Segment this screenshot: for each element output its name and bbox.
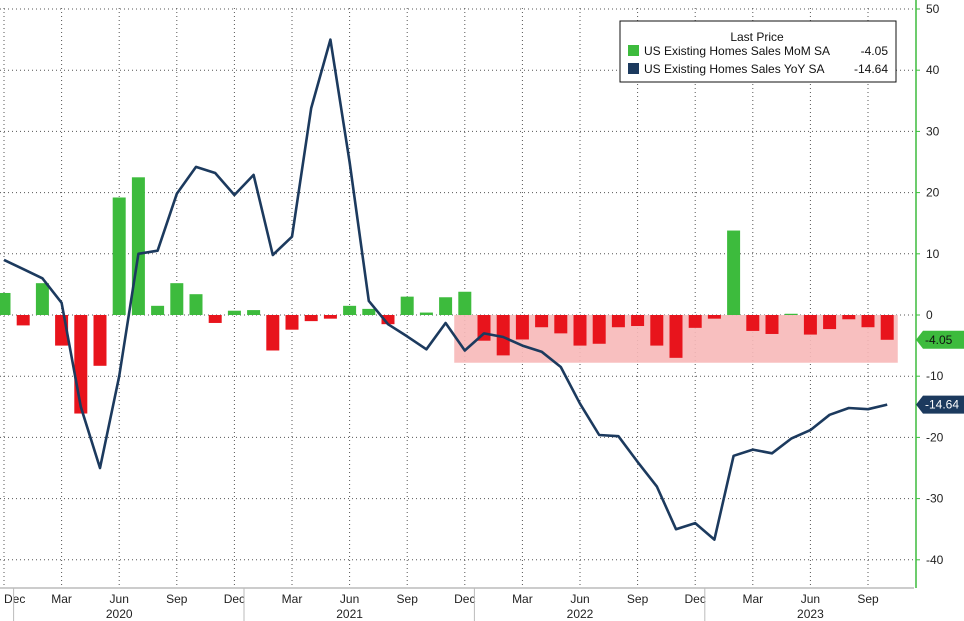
x-tick-label: Dec <box>224 592 245 606</box>
y-tick-label: 40 <box>926 63 940 77</box>
x-tick-label: Mar <box>282 592 303 606</box>
mom-bar <box>208 315 222 323</box>
mom-bar <box>535 315 549 328</box>
legend-swatch-mom <box>628 45 639 56</box>
legend-title: Last Price <box>730 30 784 44</box>
mom-bar <box>631 315 645 327</box>
legend-value-mom: -4.05 <box>861 44 889 58</box>
mom-bar <box>842 315 856 320</box>
y-tick-label: -20 <box>926 430 944 444</box>
y-tick-label: 20 <box>926 186 940 200</box>
mom-bar <box>131 177 145 315</box>
y-tick-label: 10 <box>926 247 940 261</box>
y-tick-label: -40 <box>926 553 944 567</box>
year-label: 2023 <box>797 607 824 621</box>
x-tick-label: Jun <box>801 592 820 606</box>
mom-bar <box>74 315 88 414</box>
mom-bar <box>515 315 529 340</box>
mom-bar <box>823 315 837 330</box>
y-tick-label: 0 <box>926 308 933 322</box>
mom-bar <box>573 315 587 346</box>
x-tick-label: Mar <box>51 592 72 606</box>
last-value-tags: -4.05 -14.64 <box>916 330 964 414</box>
last-value-tag-yoy-text: -14.64 <box>925 398 959 412</box>
x-tick-label: Dec <box>685 592 706 606</box>
mom-bar <box>458 291 472 315</box>
mom-bar <box>170 283 184 315</box>
mom-bar <box>727 230 741 315</box>
x-tick-label: Sep <box>397 592 419 606</box>
year-label: 2021 <box>336 607 363 621</box>
legend-value-yoy: -14.64 <box>854 62 888 76</box>
mom-bar <box>151 305 165 315</box>
mom-bar <box>880 315 894 340</box>
mom-bar <box>611 315 625 328</box>
last-value-tag-yoy-shape <box>916 395 964 414</box>
x-tick-label: Sep <box>166 592 188 606</box>
last-value-tag-mom: -4.05 <box>916 330 964 349</box>
mom-bar <box>803 315 817 335</box>
x-tick-label: Dec <box>4 592 25 606</box>
mom-bar <box>707 315 721 319</box>
legend-label-mom: US Existing Homes Sales MoM SA <box>644 44 830 58</box>
y-tick-label: -10 <box>926 369 944 383</box>
mom-bar <box>688 315 702 328</box>
mom-bar <box>112 197 126 315</box>
mom-bar <box>746 315 760 331</box>
mom-bar <box>0 292 11 315</box>
yoy-line <box>3 38 888 541</box>
mom-bars <box>0 177 894 414</box>
mom-bar <box>16 315 30 326</box>
mom-bar <box>285 315 299 330</box>
mom-bar <box>784 313 798 315</box>
legend-swatch-yoy <box>628 63 639 74</box>
mom-bar <box>439 297 453 315</box>
y-tick-label: 50 <box>926 2 940 16</box>
legend: Last Price US Existing Homes Sales MoM S… <box>619 20 897 83</box>
mom-bar <box>304 315 318 322</box>
year-label: 2020 <box>106 607 133 621</box>
grid <box>0 8 914 588</box>
mom-bar <box>381 315 395 325</box>
last-value-tag-mom-shape <box>916 330 964 349</box>
x-tick-label: Jun <box>110 592 129 606</box>
x-tick-label: Jun <box>340 592 359 606</box>
x-tick-label: Dec <box>454 592 475 606</box>
mom-bar <box>419 312 433 315</box>
mom-bar <box>247 310 261 315</box>
x-tick-label: Mar <box>512 592 533 606</box>
y-tick-label: 30 <box>926 124 940 138</box>
yoy-line-layer <box>3 38 888 541</box>
mom-bar <box>93 315 107 366</box>
x-axis: Dec Mar Jun Sep Dec Mar Jun Sep Dec Mar Jun Sep Dec M… <box>0 587 914 621</box>
x-tick-label: Sep <box>627 592 649 606</box>
mom-bar <box>323 315 337 319</box>
mom-bar <box>362 308 376 315</box>
mom-bar <box>650 315 664 346</box>
mom-bar <box>227 310 241 315</box>
mom-bar <box>400 296 414 315</box>
mom-bar <box>765 315 779 334</box>
mom-bar <box>861 315 875 328</box>
year-label: 2022 <box>567 607 594 621</box>
legend-box <box>619 20 897 83</box>
x-tick-label: Mar <box>742 592 763 606</box>
mom-bar <box>189 294 203 315</box>
mom-bar <box>554 315 568 334</box>
mom-bar <box>343 305 357 315</box>
x-tick-label: Sep <box>857 592 879 606</box>
mom-bar <box>35 283 49 315</box>
mom-bar <box>592 315 606 344</box>
y-tick-label: -30 <box>926 492 944 506</box>
y-axis: 50 40 30 20 10 0 -10 -20 -30 -40 <box>915 0 944 588</box>
last-value-tag-yoy: -14.64 <box>916 395 964 414</box>
x-tick-label: Jun <box>570 592 589 606</box>
legend-label-yoy: US Existing Homes Sales YoY SA <box>644 62 825 76</box>
last-value-tag-mom-text: -4.05 <box>925 333 953 347</box>
mom-bar <box>496 315 510 356</box>
mom-bar <box>669 315 683 358</box>
mom-bar <box>266 315 280 351</box>
